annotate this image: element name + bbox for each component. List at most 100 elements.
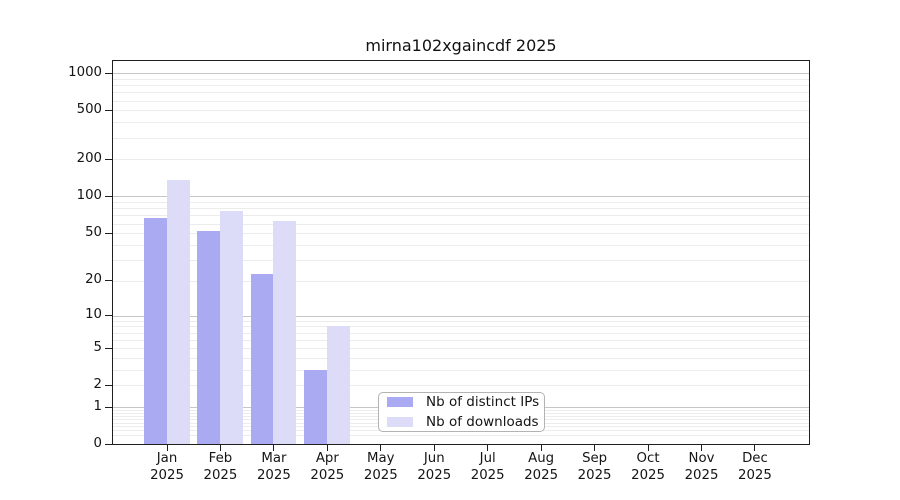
legend-item-downloads: Nb of downloads [387, 414, 544, 430]
gridline-minor-0.2 [113, 435, 809, 436]
bar-distinct-ips-apr [304, 370, 327, 444]
y-tick-mark-0 [105, 444, 112, 445]
x-tick-mark-mar [273, 445, 275, 451]
x-tick-year: 2025 [203, 467, 238, 483]
bar-distinct-ips-mar [251, 274, 274, 444]
y-tick-label-200: 200 [76, 150, 102, 166]
y-tick-mark-10 [105, 315, 112, 317]
y-tick-label-500: 500 [76, 101, 102, 117]
x-tick-label-oct: Oct 2025 [605, 451, 691, 484]
y-tick-label-20: 20 [85, 272, 102, 288]
x-tick-mark-aug [540, 445, 542, 451]
gridline-minor-20 [113, 281, 809, 282]
gridline-minor-800 [113, 85, 809, 86]
legend-swatch-distinct-ips [387, 397, 413, 407]
x-tick-year: 2025 [470, 467, 505, 483]
bar-downloads-mar [273, 221, 296, 444]
x-tick-mark-jul [487, 445, 489, 451]
y-tick-mark-500 [105, 109, 112, 111]
gridline-minor-300 [113, 138, 809, 139]
y-tick-mark-5 [105, 347, 112, 349]
y-tick-label-2: 2 [93, 376, 102, 392]
gridline-minor-500 [113, 110, 809, 111]
bar-downloads-jan [167, 180, 190, 444]
gridline-minor-8 [113, 326, 809, 327]
y-tick-mark-2 [105, 384, 112, 386]
x-tick-label-nov: Nov 2025 [659, 451, 745, 484]
x-tick-mark-dec [754, 445, 756, 451]
gridline-major-1000 [113, 73, 809, 74]
y-tick-mark-100 [105, 195, 112, 197]
y-tick-mark-50 [105, 232, 112, 234]
x-tick-label-apr: Apr 2025 [284, 451, 370, 484]
x-tick-mark-may [380, 445, 382, 451]
x-tick-mark-apr [326, 445, 328, 451]
x-tick-month: Jun [423, 451, 445, 466]
bar-distinct-ips-feb [197, 231, 220, 444]
x-tick-year: 2025 [256, 467, 291, 483]
x-tick-month: Feb [208, 451, 233, 466]
bar-downloads-apr [327, 326, 350, 444]
x-tick-label-mar: Mar 2025 [231, 451, 317, 484]
gridline-minor-400 [113, 122, 809, 123]
legend: Nb of distinct IPs Nb of downloads [378, 392, 545, 432]
x-tick-month: Dec [742, 451, 768, 466]
y-tick-mark-1 [105, 406, 112, 408]
gridline-minor-600 [113, 101, 809, 102]
gridline-minor-40 [113, 245, 809, 246]
gridline-minor-200 [113, 159, 809, 160]
plot-area [112, 60, 810, 445]
gridline-major-10 [113, 316, 809, 317]
y-tick-label-1: 1 [93, 398, 102, 414]
x-tick-year: 2025 [631, 467, 665, 483]
gridline-minor-50 [113, 233, 809, 234]
y-tick-mark-20 [105, 280, 112, 282]
gridline-minor-4 [113, 358, 809, 359]
gridline-minor-2 [113, 385, 809, 386]
y-tick-label-100: 100 [76, 187, 102, 203]
x-tick-month: Jan [156, 451, 178, 466]
legend-label-downloads: Nb of downloads [426, 414, 539, 430]
chart-title: mirna102xgaincdf 2025 [365, 36, 557, 55]
x-tick-mark-jan [166, 445, 168, 451]
x-tick-label-may: May 2025 [338, 451, 424, 484]
gridline-minor-7 [113, 333, 809, 334]
x-tick-month: Aug [528, 451, 555, 466]
bar-distinct-ips-jan [144, 218, 167, 444]
gridline-minor-900 [113, 79, 809, 80]
x-tick-year: 2025 [363, 467, 398, 483]
y-tick-label-5: 5 [93, 339, 102, 355]
gridline-minor-80 [113, 208, 809, 209]
x-tick-month: Sep [582, 451, 608, 466]
gridline-minor-70 [113, 215, 809, 216]
gridline-minor-30 [113, 260, 809, 261]
y-tick-label-1000: 1000 [68, 64, 102, 80]
x-tick-label-jun: Jun 2025 [391, 451, 477, 484]
x-tick-label-jan: Jan 2025 [124, 451, 210, 484]
gridline-minor-9 [113, 321, 809, 322]
x-tick-mark-nov [701, 445, 702, 451]
x-tick-year: 2025 [417, 467, 452, 483]
gridline-minor-60 [113, 224, 809, 225]
x-tick-mark-jun [433, 445, 435, 451]
legend-item-distinct-ips: Nb of distinct IPs [387, 394, 544, 410]
x-tick-label-feb: Feb 2025 [177, 451, 263, 484]
x-tick-year: 2025 [150, 467, 184, 483]
x-tick-mark-oct [647, 445, 649, 451]
x-tick-month: Oct [636, 451, 660, 466]
gridline-minor-3 [113, 370, 809, 371]
x-tick-label-dec: Dec 2025 [712, 451, 798, 484]
y-tick-mark-200 [105, 158, 112, 160]
x-tick-year: 2025 [684, 467, 719, 483]
gridline-minor-5 [113, 348, 809, 349]
bar-downloads-feb [220, 211, 243, 444]
x-tick-label-sep: Sep 2025 [552, 451, 638, 484]
y-tick-label-0: 0 [93, 436, 102, 451]
gridline-minor-90 [113, 202, 809, 203]
y-tick-label-50: 50 [85, 224, 102, 240]
x-tick-year: 2025 [524, 467, 559, 483]
x-tick-mark-sep [594, 445, 596, 451]
x-tick-mark-feb [219, 445, 221, 451]
legend-label-distinct-ips: Nb of distinct IPs [426, 394, 540, 410]
